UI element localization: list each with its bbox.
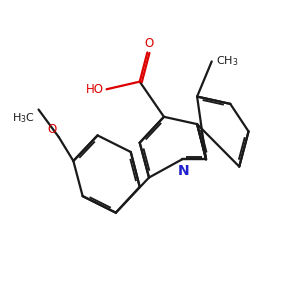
Text: N: N (178, 164, 190, 178)
Text: HO: HO (86, 83, 104, 96)
Text: O: O (144, 37, 154, 50)
Text: CH$_3$: CH$_3$ (216, 55, 238, 68)
Text: H$_3$C: H$_3$C (12, 111, 35, 125)
Text: O: O (48, 123, 57, 136)
